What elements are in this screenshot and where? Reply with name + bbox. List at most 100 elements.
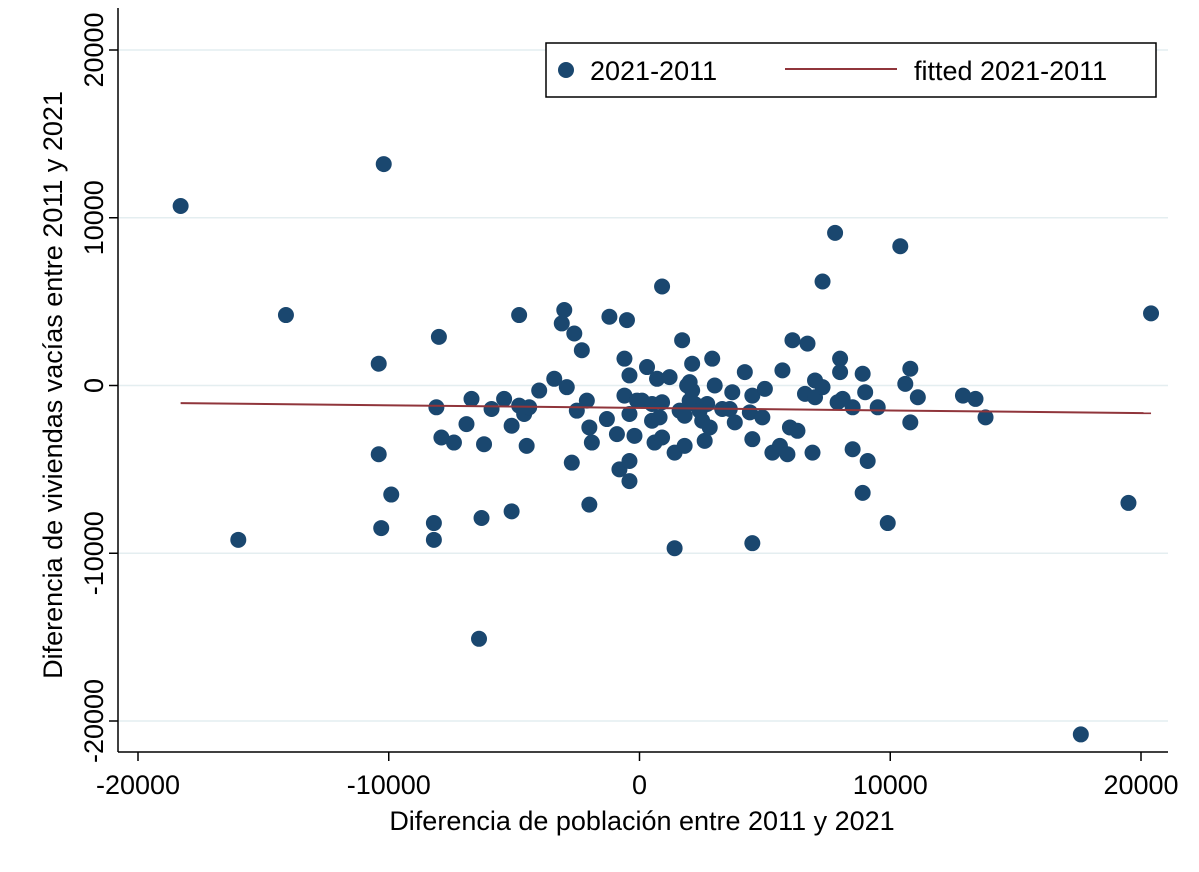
data-point <box>598 411 615 428</box>
data-point <box>531 382 548 399</box>
data-point <box>375 156 392 173</box>
y-tick-label: 0 <box>79 378 109 393</box>
data-point <box>897 375 914 392</box>
data-point <box>621 406 638 423</box>
y-tick-label: 10000 <box>79 180 109 255</box>
data-point <box>724 384 741 401</box>
data-point <box>383 486 400 503</box>
data-point <box>503 503 520 520</box>
data-point <box>621 367 638 384</box>
data-point <box>706 377 723 394</box>
data-point <box>1072 726 1089 743</box>
data-point <box>684 355 701 372</box>
data-point <box>425 531 442 548</box>
axes: -20000 -10000 0 10000 20000 -20000 -10000 0 1000… <box>79 8 1179 800</box>
data-point <box>736 364 753 381</box>
data-point <box>458 416 475 433</box>
fitted-line <box>180 402 1152 415</box>
data-point <box>373 520 390 537</box>
data-point <box>553 315 570 332</box>
legend-label-scatter: 2021-2011 <box>590 56 717 86</box>
data-point <box>774 362 791 379</box>
data-point <box>430 328 447 345</box>
data-point <box>616 387 633 404</box>
data-point <box>1143 305 1160 322</box>
y-tick-label: -20000 <box>79 679 109 763</box>
data-point <box>967 390 984 407</box>
data-point <box>503 417 520 434</box>
data-point <box>676 437 693 454</box>
data-point <box>696 432 713 449</box>
data-point <box>428 399 445 416</box>
data-point <box>496 390 513 407</box>
data-point <box>704 350 721 367</box>
data-point <box>518 437 535 454</box>
data-point <box>581 419 598 436</box>
data-point <box>639 359 656 376</box>
data-point <box>909 389 926 406</box>
data-point <box>172 198 189 215</box>
data-point <box>701 419 718 436</box>
y-axis-title: Diferencia de viviendas vacías entre 201… <box>38 91 68 679</box>
legend-marker-scatter <box>558 62 574 78</box>
data-point <box>674 332 691 349</box>
data-point <box>654 429 671 446</box>
data-point <box>370 446 387 463</box>
data-point <box>471 630 488 647</box>
data-point <box>832 350 849 367</box>
data-point <box>425 515 442 532</box>
data-point <box>558 379 575 396</box>
x-axis-title: Diferencia de población entre 2011 y 202… <box>389 806 894 836</box>
data-point <box>433 429 450 446</box>
data-point <box>756 380 773 397</box>
data-point <box>626 427 643 444</box>
data-point <box>784 332 801 349</box>
data-point <box>563 454 580 471</box>
data-point <box>859 452 876 469</box>
data-point <box>573 342 590 359</box>
data-point <box>566 325 583 342</box>
data-point <box>483 400 500 417</box>
legend: 2021-2011 fitted 2021-2011 <box>545 42 1157 98</box>
data-point <box>744 387 761 404</box>
data-point <box>754 409 771 426</box>
data-point <box>654 394 671 411</box>
data-point <box>844 441 861 458</box>
data-point <box>869 399 886 416</box>
data-point <box>902 360 919 377</box>
x-tick-label: -20000 <box>96 770 180 800</box>
legend-label-fitted: fitted 2021-2011 <box>914 56 1107 86</box>
y-tick-label: 20000 <box>79 12 109 87</box>
data-point <box>476 436 493 453</box>
data-point <box>621 473 638 490</box>
data-point <box>616 350 633 367</box>
data-point <box>857 384 874 401</box>
x-tick-label: 20000 <box>1103 770 1178 800</box>
x-tick-label: -10000 <box>347 770 431 800</box>
data-point <box>814 379 831 396</box>
data-point <box>649 370 666 387</box>
plot-area <box>172 156 1160 743</box>
data-point <box>445 434 462 451</box>
data-point <box>511 307 528 324</box>
data-point <box>546 370 563 387</box>
data-point <box>977 409 994 426</box>
data-point <box>578 392 595 409</box>
data-point <box>583 434 600 451</box>
data-point <box>654 278 671 295</box>
data-point <box>789 422 806 439</box>
data-point <box>277 307 294 324</box>
data-point <box>556 302 573 319</box>
data-point <box>799 335 816 352</box>
data-point <box>854 365 871 382</box>
data-point <box>684 382 701 399</box>
y-tick-label: -10000 <box>79 511 109 595</box>
data-point <box>879 515 896 532</box>
data-point <box>744 431 761 448</box>
data-point <box>1120 494 1137 511</box>
data-point <box>954 387 971 404</box>
data-point <box>744 535 761 552</box>
data-point <box>601 308 618 325</box>
